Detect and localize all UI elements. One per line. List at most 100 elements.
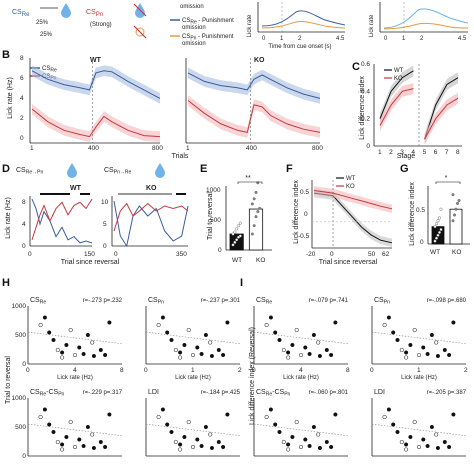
i-point bbox=[399, 439, 404, 445]
panel-e-letter: E bbox=[200, 163, 207, 175]
h-point bbox=[64, 342, 69, 348]
c-xtick: 1 bbox=[378, 149, 382, 156]
h-point bbox=[98, 347, 103, 353]
h-xtick: 0 bbox=[144, 367, 148, 374]
legend-a-1: CSRe - Punishment bbox=[182, 18, 234, 26]
h-point bbox=[182, 434, 187, 440]
b-legend-0: CSRe bbox=[42, 66, 57, 74]
b-ko-band-0 bbox=[188, 67, 320, 104]
h-point bbox=[173, 347, 178, 353]
d-wt-title: WT bbox=[70, 185, 82, 192]
f-xtick-3: 62 bbox=[382, 251, 390, 258]
i-point bbox=[294, 327, 299, 333]
e-point bbox=[250, 202, 254, 206]
h-point bbox=[221, 444, 226, 450]
g-point bbox=[439, 207, 443, 211]
i-plots: CSRe r=-.079 p=.741 0 4 8 Lick rate (Hz) CSPn r… bbox=[252, 297, 468, 457]
b-xlabel: Trials bbox=[172, 153, 189, 160]
a1-wt-line bbox=[261, 10, 346, 27]
h-ytick: 0 bbox=[22, 453, 26, 460]
f-plot bbox=[311, 180, 393, 249]
e-point bbox=[252, 197, 256, 201]
h-stats-2: r=-.229 p=.317 bbox=[83, 390, 123, 396]
i-point bbox=[447, 352, 452, 358]
d-wt-xtick-1: 150 bbox=[84, 251, 95, 258]
h-point bbox=[51, 429, 56, 435]
g-sig: * bbox=[445, 175, 448, 182]
c-band-1-0 bbox=[380, 83, 414, 131]
cs-pn-label: CSPn bbox=[86, 9, 103, 18]
h-point bbox=[203, 332, 208, 338]
h-point bbox=[195, 345, 200, 350]
a2-xtick-2: 2 bbox=[420, 36, 424, 42]
i-point bbox=[382, 322, 387, 328]
h-point bbox=[186, 327, 191, 333]
panel-d: D CSRe→Pn CSPn→Re WT KO Lick rate (Hz) 0… bbox=[2, 163, 189, 266]
i-point bbox=[435, 445, 440, 451]
c-series-0-0 bbox=[379, 70, 414, 119]
h-point bbox=[42, 315, 47, 320]
i-stats-1: r=-.098 p=.680 bbox=[427, 298, 467, 304]
c-xlabel: Stage bbox=[397, 153, 415, 160]
panel-a-plot-2: Lick rate 0 1 2 4.5 bbox=[369, 2, 469, 42]
h-point bbox=[209, 445, 214, 451]
e-ytick-2: 1000 bbox=[206, 187, 221, 194]
e-cat-1: KO bbox=[256, 257, 265, 264]
panel-a-plot-1: Lick rate 0 1 2 4.5 Time from cue onset … bbox=[247, 2, 346, 50]
f-xtick-1: 0 bbox=[330, 251, 334, 258]
i-point bbox=[395, 337, 400, 343]
d-ko-plot bbox=[111, 193, 189, 248]
h-xtick: 0 bbox=[26, 367, 30, 374]
h-xlabel: Lick rate (Hz) bbox=[175, 375, 211, 381]
h-point bbox=[103, 352, 108, 358]
i-point bbox=[408, 342, 413, 348]
h-fit-line bbox=[27, 423, 123, 436]
e-point bbox=[231, 243, 235, 247]
g-point bbox=[433, 239, 437, 243]
i-point bbox=[404, 442, 409, 447]
d-wt-series-0 bbox=[31, 198, 93, 244]
b-wt-series-1 bbox=[31, 108, 161, 138]
b-ko-series-1 bbox=[187, 100, 321, 133]
e-point bbox=[254, 215, 258, 219]
g-point bbox=[456, 201, 460, 205]
panel-g-letter: G bbox=[400, 163, 409, 175]
strong-label: (Strong) bbox=[90, 22, 112, 28]
g-point bbox=[435, 222, 439, 226]
i-point bbox=[286, 355, 291, 360]
i-point bbox=[273, 422, 278, 427]
h-point bbox=[225, 320, 230, 325]
a2-xtick-3: 4.5 bbox=[458, 36, 467, 42]
top-omission-label: omission bbox=[180, 4, 204, 10]
h-point bbox=[178, 350, 183, 355]
panel-b: B Lick rate (Hz) WT KO CSRe CSPn 0 2 4 6… bbox=[2, 49, 323, 160]
h-point bbox=[68, 327, 73, 333]
g-sig-bracket bbox=[435, 181, 461, 184]
b-ytick-3: 6 bbox=[20, 75, 24, 82]
i-point bbox=[412, 327, 417, 333]
i-title-1: CSPn bbox=[374, 297, 390, 306]
i-stats-2: r=-.060 p=.801 bbox=[309, 390, 349, 396]
e-point bbox=[238, 221, 242, 225]
h-point bbox=[209, 353, 214, 359]
f-legend-1: KO bbox=[346, 184, 355, 190]
i-point bbox=[303, 437, 308, 442]
panel-e: E Trial to reversal ** 0 500 1000 WT KO bbox=[200, 163, 272, 264]
i-point bbox=[268, 407, 273, 412]
i-point bbox=[451, 320, 456, 325]
c-xtick: 2 bbox=[389, 149, 393, 156]
d-ko-bar-2 bbox=[176, 193, 186, 195]
i-point bbox=[290, 342, 295, 348]
c-xtick: 5 bbox=[423, 149, 427, 156]
h-point bbox=[190, 444, 196, 450]
h-ytick: 1000 bbox=[12, 303, 27, 310]
h-title-sub: Re bbox=[40, 300, 47, 306]
g-cat-0: WT bbox=[430, 249, 440, 256]
g-point bbox=[436, 233, 440, 237]
g-point bbox=[453, 213, 457, 217]
h-ytick: 500 bbox=[15, 332, 26, 339]
i-title-sub: Re bbox=[266, 392, 273, 398]
a1-xtick-1: 1 bbox=[280, 36, 284, 42]
h-point bbox=[47, 422, 52, 427]
